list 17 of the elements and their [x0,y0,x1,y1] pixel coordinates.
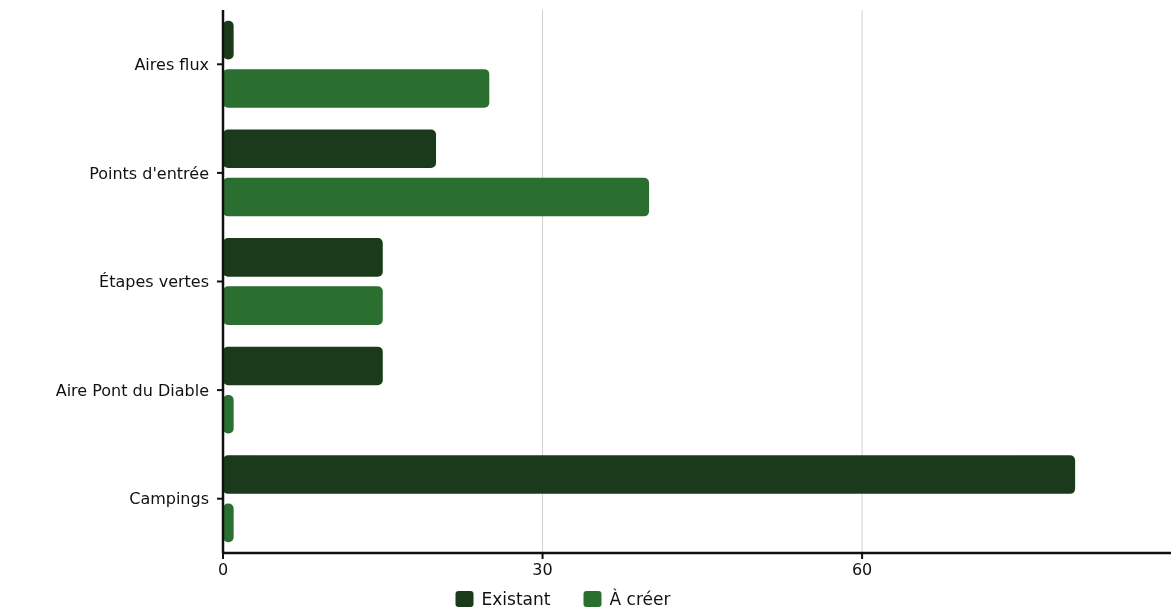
x-tick-label: 0 [217,560,229,579]
y-tick-label: Points d'entrée [89,163,209,183]
bar [223,238,383,277]
y-tick-label: Aires flux [134,54,209,74]
bar [223,69,490,108]
legend-label: Existant [481,589,551,609]
bar [223,455,1076,494]
bar [223,129,437,169]
bar [223,346,383,386]
x-tick-label: 60 [851,560,873,579]
x-tick-label: 30 [532,560,553,579]
bar [223,286,383,325]
y-tick-label: Campings [129,489,209,509]
legend-label: À créer [609,588,671,609]
y-tick-label: Aire Pont du Diable [55,380,209,400]
bar [223,177,650,217]
y-tick-label: Étapes vertes [99,272,209,292]
